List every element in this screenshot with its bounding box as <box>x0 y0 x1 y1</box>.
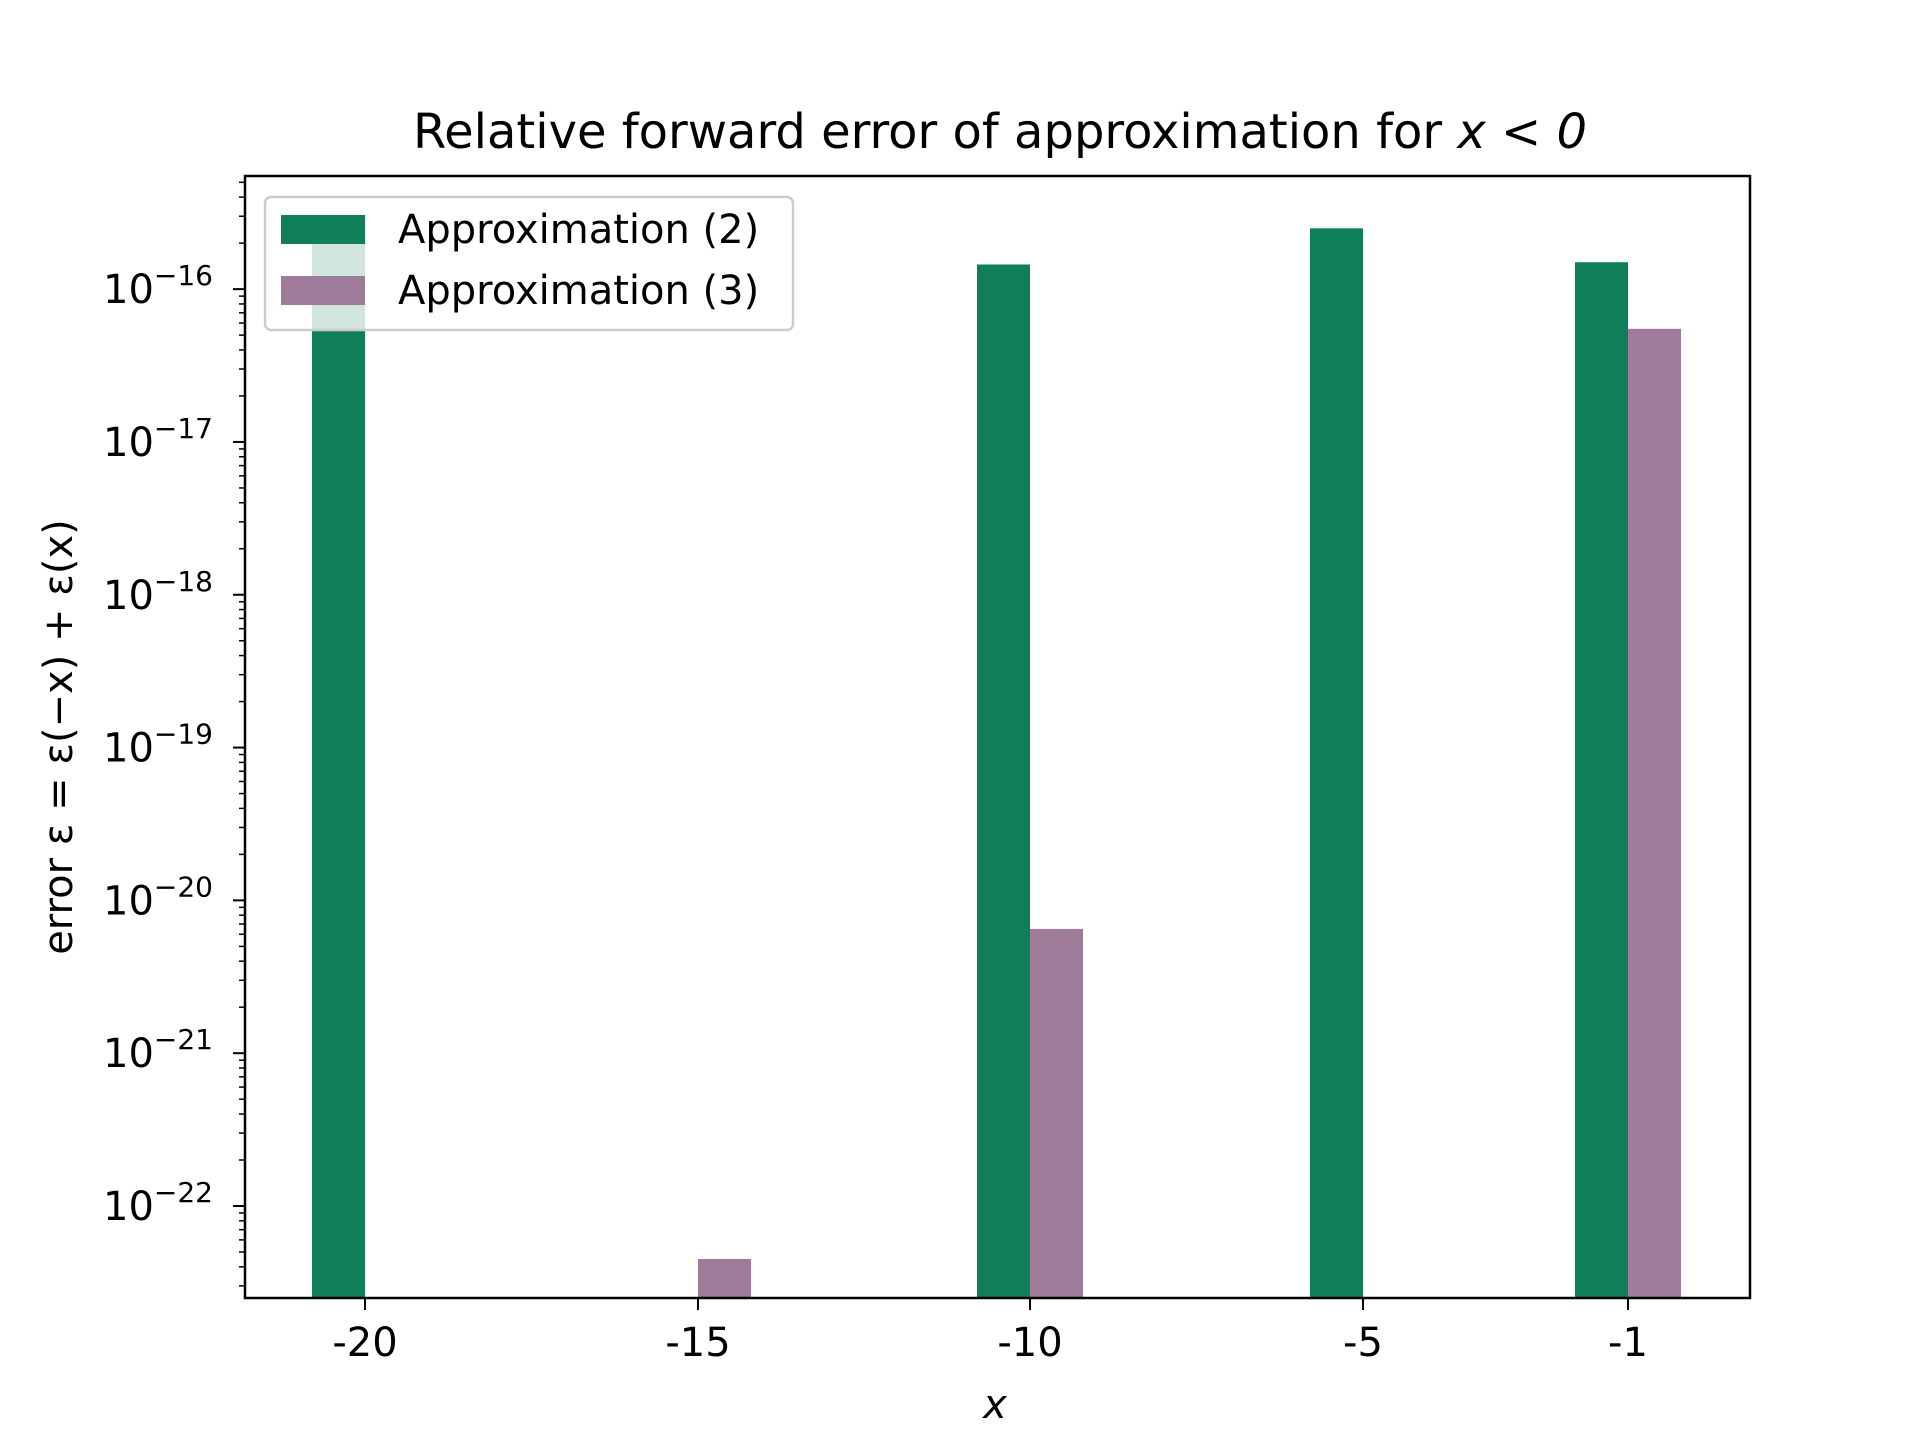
bar-series1--1 <box>1575 262 1628 1298</box>
y-tick-label: 10−22 <box>103 1176 213 1230</box>
y-tick-label: 10−17 <box>103 412 213 466</box>
y-tick-label: 10−20 <box>103 870 213 924</box>
bar-series2--1 <box>1628 328 1681 1298</box>
x-tick-label: -20 <box>332 1320 397 1366</box>
bar-series2--15 <box>698 1258 751 1298</box>
x-tick-label: -1 <box>1608 1320 1648 1366</box>
y-axis-ticks: 10−16 10−17 10−18 10−19 10−20 10−21 10−22 <box>103 181 245 1287</box>
bar-series1--10 <box>977 264 1030 1298</box>
legend-swatch-2 <box>281 276 365 305</box>
chart-title-prefix: Relative forward error of approximation … <box>413 104 1457 160</box>
y-tick-label: 10−18 <box>103 565 213 619</box>
x-axis-label: x <box>981 1382 1007 1428</box>
legend-swatch-1 <box>281 215 365 244</box>
legend-box <box>263 195 795 332</box>
legend-label-1: Approximation (2) <box>398 207 759 253</box>
y-axis-label: error ε = ε(−x) + ε(x) <box>36 519 82 955</box>
chart-title: Relative forward error of approximation … <box>413 104 1587 160</box>
x-tick-label: -15 <box>665 1320 730 1366</box>
y-tick-label: 10−16 <box>103 259 213 313</box>
legend: Approximation (2) Approximation (3) <box>263 195 795 332</box>
bar-series1--20 <box>312 239 365 1299</box>
y-tick-label: 10−19 <box>103 718 213 772</box>
bars-group <box>312 228 1681 1299</box>
x-tick-label: -5 <box>1343 1320 1383 1366</box>
x-axis-ticks: -20 -15 -10 -5 -1 <box>332 1298 1648 1366</box>
plot-frame <box>243 174 1752 1300</box>
x-tick-label: -10 <box>997 1320 1062 1366</box>
bar-series2--10 <box>1030 928 1083 1298</box>
chart-title-expression: x < 0 <box>1455 104 1587 160</box>
legend-label-2: Approximation (3) <box>398 268 759 314</box>
y-tick-label: 10−21 <box>103 1023 213 1077</box>
bar-series1--5 <box>1310 228 1363 1299</box>
